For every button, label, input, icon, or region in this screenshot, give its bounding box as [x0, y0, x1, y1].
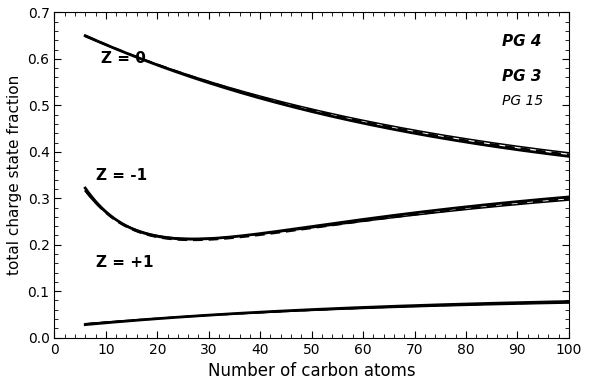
Y-axis label: total charge state fraction: total charge state fraction [7, 75, 22, 275]
Text: Z = 0: Z = 0 [101, 51, 145, 67]
Text: PG 3: PG 3 [502, 69, 541, 84]
Text: PG 4: PG 4 [502, 34, 541, 49]
Text: Z = +1: Z = +1 [95, 255, 153, 270]
X-axis label: Number of carbon atoms: Number of carbon atoms [208, 362, 415, 380]
Text: PG 15: PG 15 [502, 94, 543, 108]
Text: Z = -1: Z = -1 [95, 168, 147, 183]
